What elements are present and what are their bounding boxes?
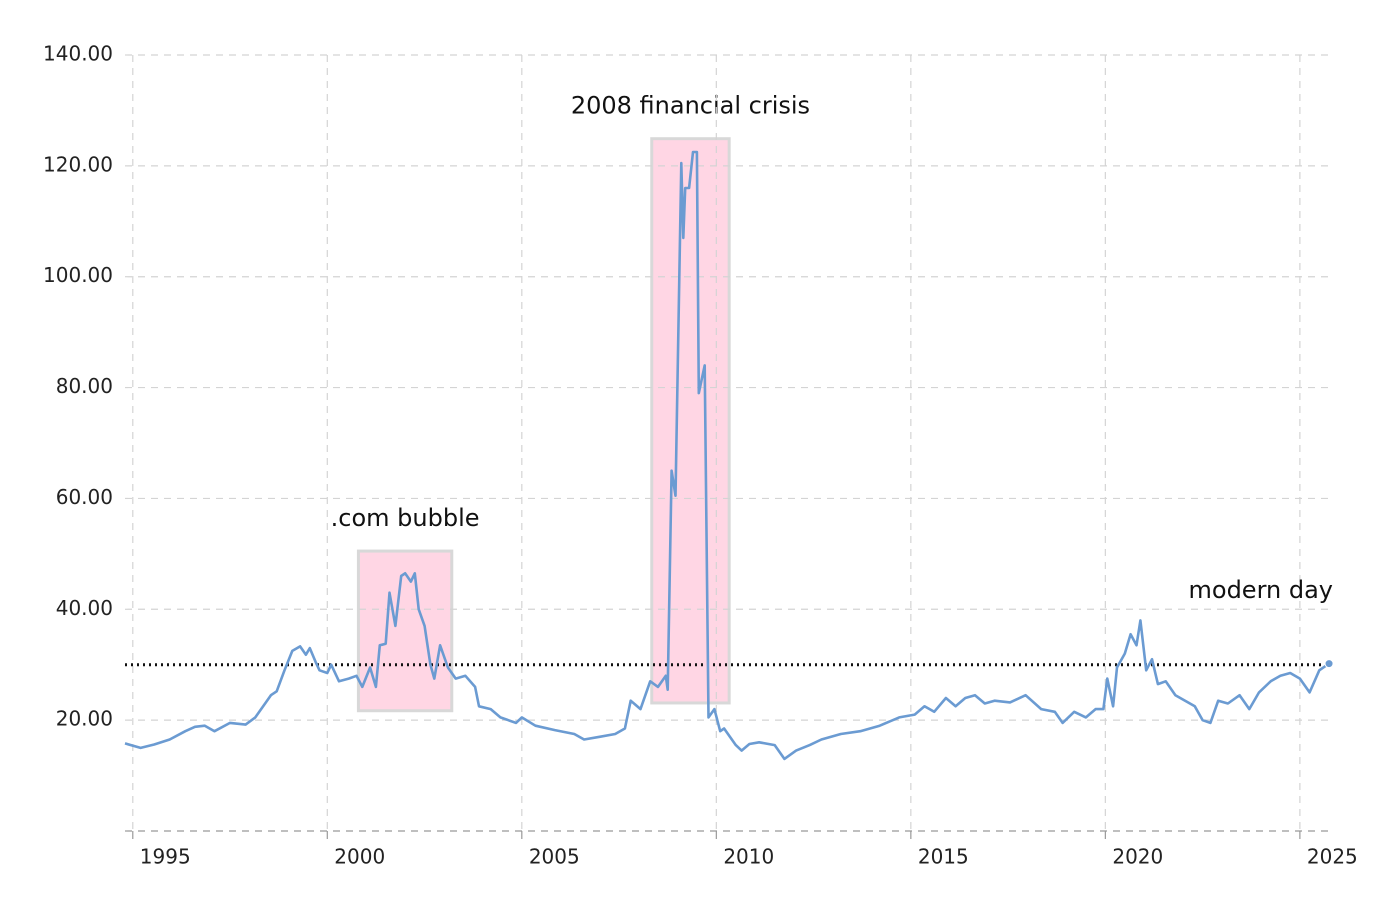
highlight-region [650,137,731,705]
y-tick-label: 80.00 [56,374,113,398]
x-tick-label: 2010 [723,845,774,869]
y-tick-label: 40.00 [56,596,113,620]
x-tick-label: 2015 [918,845,969,869]
y-tick-label: 100.00 [43,263,113,287]
x-tick-label: 2025 [1307,845,1358,869]
last-point [1324,659,1334,669]
region-label: 2008 financial crisis [571,92,810,120]
x-tick-label: 2020 [1112,845,1163,869]
annotation: modern day [1189,576,1334,604]
x-tick-label: 2005 [529,845,580,869]
x-tick-label: 1995 [140,845,191,869]
y-tick-label: 140.00 [43,42,113,66]
y-tick-label: 60.00 [56,485,113,509]
y-tick-label: 120.00 [43,152,113,176]
data-line [124,150,1330,761]
y-tick-label: 20.00 [56,707,113,731]
region-label: .com bubble [331,504,480,532]
x-tick-label: 2000 [334,845,385,869]
